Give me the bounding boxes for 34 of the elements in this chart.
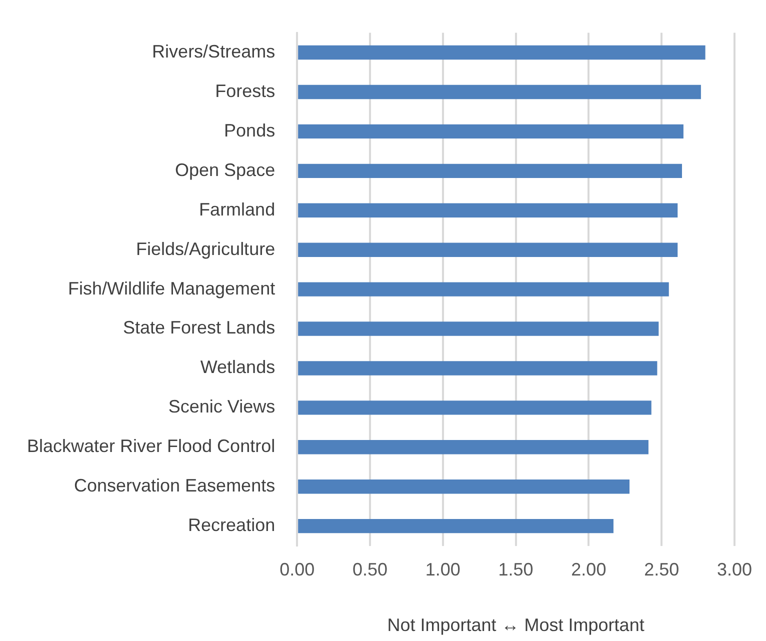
bar [298, 242, 678, 257]
y-tick-label: Fish/Wildlife Management [68, 278, 276, 298]
y-tick-label: Farmland [199, 199, 276, 220]
y-tick-label: Forests [215, 80, 276, 101]
x-tick-label: 2.50 [644, 560, 680, 580]
y-tick-label: Blackwater River Flood Control [26, 436, 276, 456]
y-tick-label: Scenic Views [168, 396, 276, 417]
bar [298, 84, 701, 100]
y-tick-label: State Forest Lands [122, 318, 276, 338]
bar [298, 518, 614, 534]
y-tick-label: Open Space [175, 160, 276, 180]
bar [298, 361, 658, 376]
y-tick-label: Ponds [224, 120, 276, 140]
bar [298, 322, 659, 336]
x-tick-label: 1.00 [425, 560, 460, 580]
x-tick-label: 1.50 [498, 560, 534, 580]
x-tick-label: 0.50 [352, 560, 388, 580]
x-tick-label: 2.00 [571, 560, 606, 580]
bar [298, 124, 684, 139]
y-tick-label: Conservation Easements [74, 476, 276, 496]
bar [298, 164, 682, 178]
y-tick-label: Recreation [188, 515, 276, 536]
bar [298, 45, 706, 60]
x-axis-title: Not Important ↔ Most Important [387, 615, 644, 636]
bar [298, 480, 630, 494]
x-tick-label: 3.00 [716, 560, 752, 580]
y-tick-label: Fields/Agriculture [136, 238, 276, 259]
bar [298, 282, 669, 296]
y-tick-label: Rivers/Streams [152, 42, 276, 62]
bar [298, 440, 648, 454]
x-tick-label: 0.00 [280, 560, 315, 580]
bar [298, 203, 678, 218]
y-tick-label: Wetlands [200, 357, 276, 378]
bar [298, 400, 652, 415]
